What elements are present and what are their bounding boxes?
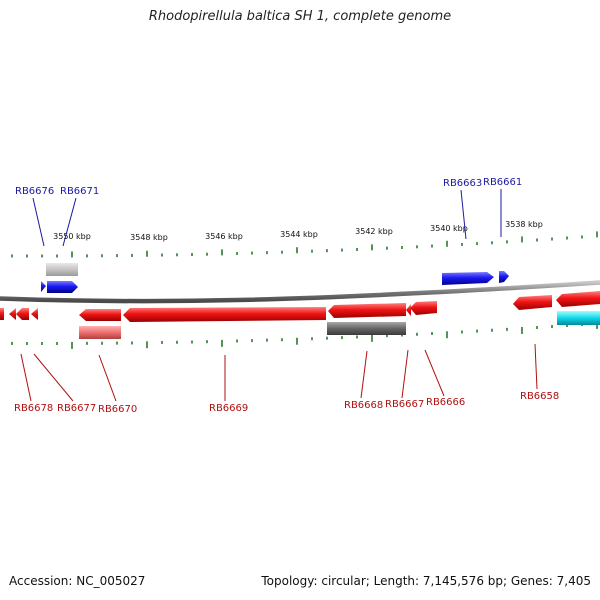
kbp-label: 3550 kbp bbox=[53, 232, 91, 241]
gene-label-rb6676[interactable]: RB6676 bbox=[15, 186, 54, 197]
label-leader bbox=[98, 354, 117, 402]
label-leader bbox=[401, 349, 409, 399]
gene-rb6670-feature[interactable] bbox=[79, 326, 121, 339]
kbp-label: 3540 kbp bbox=[430, 224, 468, 233]
label-leader bbox=[360, 350, 368, 399]
label-leader bbox=[534, 343, 538, 390]
gene-label-rb6663[interactable]: RB6663 bbox=[443, 178, 482, 189]
gene-label-rb6661[interactable]: RB6661 bbox=[483, 177, 522, 188]
label-leader bbox=[33, 353, 74, 402]
gene-label-rb6666[interactable]: RB6666 bbox=[426, 397, 465, 408]
gene-rb6677b-arrow[interactable] bbox=[31, 308, 38, 320]
gene-rb6676-arrow[interactable] bbox=[41, 281, 46, 292]
gene-label-rb6668[interactable]: RB6668 bbox=[344, 400, 383, 411]
kbp-label: 3544 kbp bbox=[280, 230, 318, 239]
outer-tick-ring: 3550 kbp 3548 kbp 3546 kbp 3544 kbp 3542… bbox=[11, 220, 598, 258]
gene-rb6677-arrow[interactable] bbox=[16, 308, 29, 320]
reverse-strand-features bbox=[0, 291, 600, 339]
gene-label-rb6667[interactable]: RB6667 bbox=[385, 399, 424, 410]
gene-rb6670-arrow[interactable] bbox=[79, 309, 121, 321]
gene-rb6658-arrow[interactable] bbox=[513, 295, 552, 310]
gene-rb6661-arrow[interactable] bbox=[499, 271, 509, 283]
label-leader bbox=[20, 353, 32, 402]
kbp-label: 3548 kbp bbox=[130, 233, 168, 242]
gene-label-rb6658[interactable]: RB6658 bbox=[520, 391, 559, 402]
cyan-feature[interactable] bbox=[557, 311, 600, 325]
forward-strand-features bbox=[41, 263, 509, 293]
kbp-label: 3538 kbp bbox=[505, 220, 543, 229]
label-leader bbox=[32, 197, 45, 247]
gene-rb6668-feature[interactable] bbox=[327, 322, 406, 335]
label-leader bbox=[62, 197, 77, 247]
gene-label-rb6670[interactable]: RB6670 bbox=[98, 404, 137, 415]
kbp-label: 3546 kbp bbox=[205, 232, 243, 241]
genome-summary: Topology: circular; Length: 7,145,576 bp… bbox=[261, 574, 591, 588]
gene-rb6657-arrow[interactable] bbox=[556, 291, 600, 307]
kbp-labels: 3550 kbp 3548 kbp 3546 kbp 3544 kbp 3542… bbox=[53, 220, 543, 242]
tick-marks-outer bbox=[11, 231, 598, 258]
gene-rb6671-arrow[interactable] bbox=[47, 281, 78, 293]
gene-rb6678b-arrow[interactable] bbox=[9, 308, 16, 320]
gene-rb6668-arrow[interactable] bbox=[328, 303, 406, 318]
gene-label-rb6678[interactable]: RB6678 bbox=[14, 403, 53, 414]
gene-rb6667-arrow[interactable] bbox=[406, 304, 411, 316]
gene-label-rb6677[interactable]: RB6677 bbox=[57, 403, 96, 414]
gene-label-rb6669[interactable]: RB6669 bbox=[209, 403, 248, 414]
bottom-gene-labels: RB6678 RB6677 RB6670 RB6669 RB6668 RB666… bbox=[14, 343, 559, 415]
gene-rb6666-arrow[interactable] bbox=[410, 301, 437, 315]
label-leader bbox=[424, 349, 445, 397]
gene-rb6678-arrow[interactable] bbox=[0, 308, 4, 320]
gene-label-rb6671[interactable]: RB6671 bbox=[60, 186, 99, 197]
accession-label: Accession: NC_005027 bbox=[9, 574, 146, 588]
gene-rb6669-arrow[interactable] bbox=[123, 307, 326, 322]
genome-title: Rhodopirellula baltica SH 1, complete ge… bbox=[148, 9, 452, 24]
gene-rb6676-feature[interactable] bbox=[46, 263, 78, 276]
tick-marks-inner bbox=[11, 321, 598, 349]
top-gene-labels: RB6676 RB6671 RB6663 RB6661 bbox=[15, 177, 522, 247]
genome-backbone bbox=[0, 280, 600, 304]
label-leader bbox=[460, 189, 467, 240]
kbp-label: 3542 kbp bbox=[355, 227, 393, 236]
gene-rb6663-arrow[interactable] bbox=[442, 272, 494, 285]
